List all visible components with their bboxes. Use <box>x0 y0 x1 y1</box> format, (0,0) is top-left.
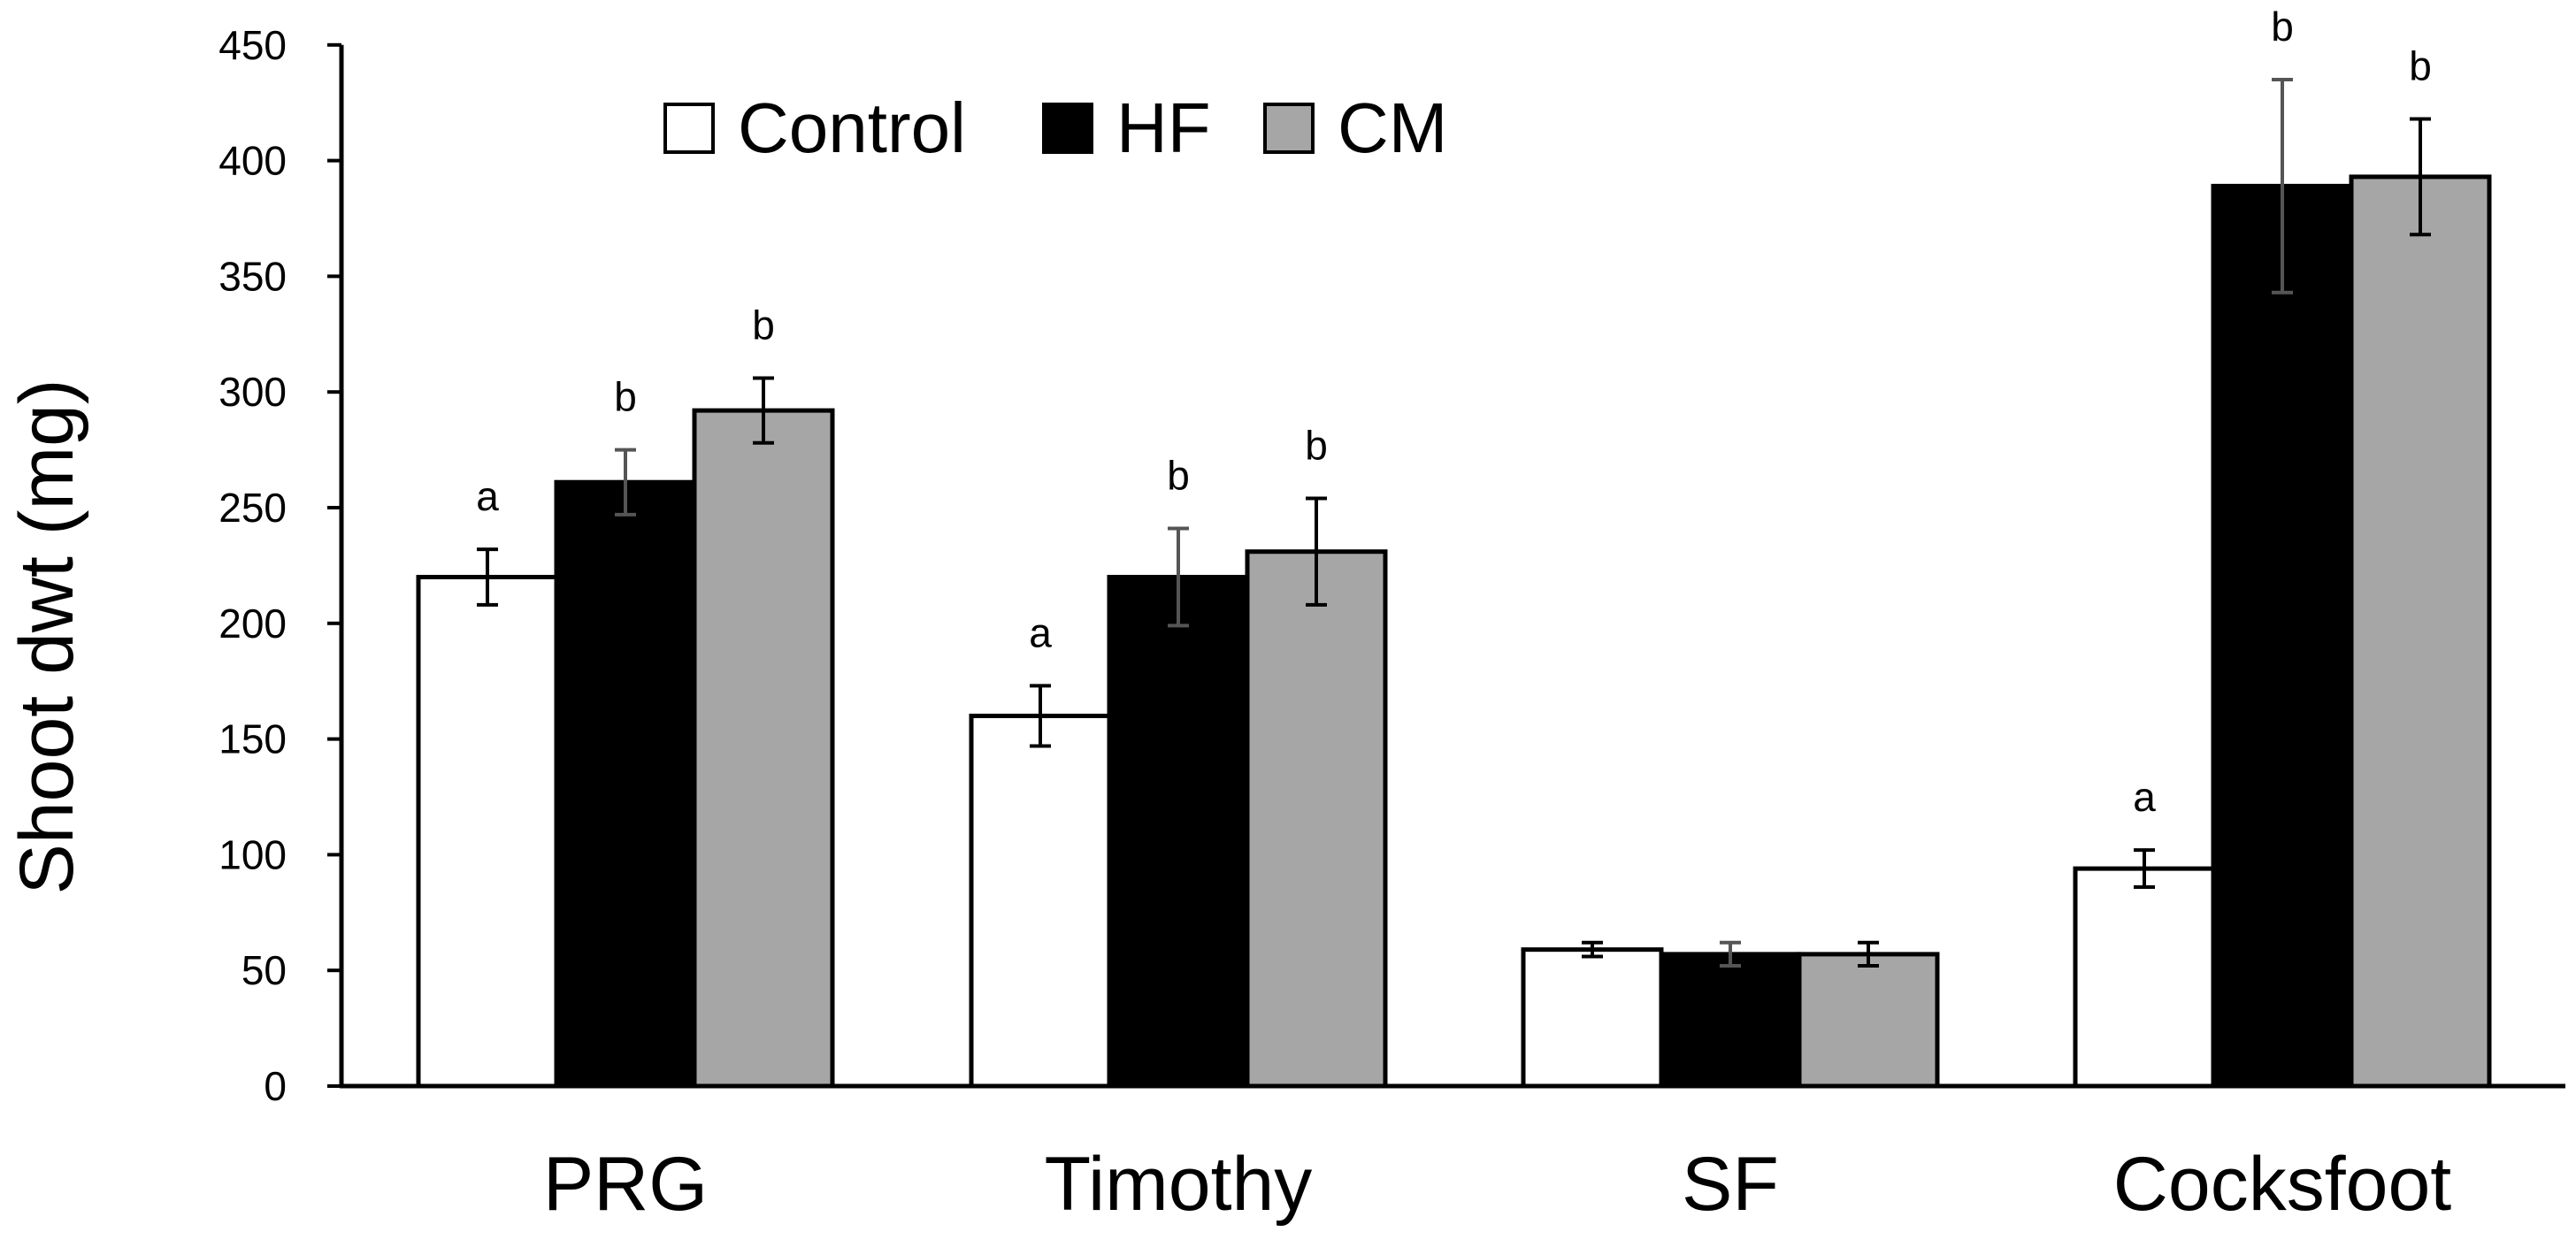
bar-control-cocksfoot <box>2073 866 2216 1089</box>
y-tick-label: 300 <box>218 369 287 415</box>
category-label: Timothy <box>1045 1142 1313 1227</box>
y-tick-label: 350 <box>218 253 287 299</box>
significance-label: b <box>1305 423 1328 469</box>
bar-cm-cocksfoot <box>2349 174 2492 1089</box>
bar-hf-sf <box>1659 952 1802 1089</box>
y-axis: 0 50 100 150 200 250 300 350 400 450 <box>218 22 344 1109</box>
y-tick-label: 400 <box>218 138 287 184</box>
bar-control-timothy <box>969 713 1112 1089</box>
significance-label: b <box>2271 4 2294 50</box>
x-axis: PRG Timothy SF Cocksfoot <box>340 1083 2565 1227</box>
significance-label: a <box>2133 774 2156 820</box>
bar-hf-cocksfoot <box>2211 183 2354 1089</box>
bar-control-sf <box>1521 947 1664 1089</box>
legend-label-hf: HF <box>1116 88 1211 167</box>
bar-cm-sf <box>1797 952 1940 1089</box>
legend-swatch-cm <box>1263 103 1315 154</box>
y-axis-title: Shoot dwt (mg) <box>4 379 89 894</box>
legend-label-control: Control <box>738 88 966 167</box>
significance-label: b <box>752 302 775 348</box>
bar-cm-timothy <box>1245 549 1388 1089</box>
significance-label: a <box>1029 609 1052 655</box>
significance-label: b <box>614 374 637 420</box>
y-tick-label: 150 <box>218 716 287 762</box>
significance-label: a <box>476 473 499 519</box>
category-label: SF <box>1682 1142 1779 1227</box>
legend: Control HF CM <box>663 88 1447 167</box>
y-tick-label: 0 <box>264 1063 287 1109</box>
y-tick-label: 450 <box>218 22 287 68</box>
legend-swatch-hf <box>1042 103 1093 154</box>
legend-swatch-control <box>663 103 715 154</box>
bars: a b b a b b a b b <box>416 4 2492 1089</box>
y-tick-label: 100 <box>218 831 287 877</box>
category-label: PRG <box>543 1142 708 1227</box>
legend-label-cm: CM <box>1338 88 1447 167</box>
y-tick-label: 250 <box>218 485 287 531</box>
significance-label: b <box>2409 43 2432 89</box>
y-tick-label: 200 <box>218 601 287 647</box>
y-tick-label: 50 <box>242 947 287 993</box>
bar-cm-prg <box>692 408 835 1089</box>
bar-control-prg <box>416 574 559 1089</box>
significance-label: b <box>1167 453 1190 499</box>
bar-hf-timothy <box>1107 574 1250 1089</box>
bar-hf-prg <box>554 479 697 1089</box>
category-label: Cocksfoot <box>2113 1142 2451 1227</box>
